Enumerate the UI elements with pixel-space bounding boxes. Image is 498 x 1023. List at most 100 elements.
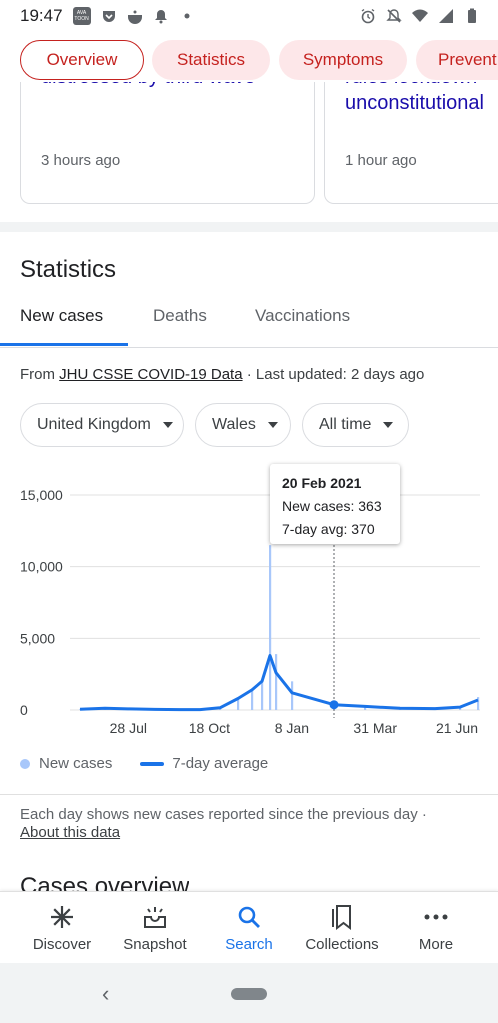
bookmark-icon [329,904,355,930]
news-headline: unconstitutional [345,92,484,114]
y-tick-label: 0 [20,702,28,718]
x-tick-label: 28 Jul [110,720,147,736]
y-tick-label: 15,000 [20,487,63,503]
wifi-icon [412,9,428,22]
x-axis-labels: 28 Jul 18 Oct 8 Jan 31 Mar 21 Jun [110,720,478,736]
section-divider [0,222,498,232]
about-data-link[interactable]: About this data [20,824,121,841]
y-tick-label: 10,000 [20,559,63,575]
new-cases-bar [275,654,278,710]
chip-statistics[interactable]: Statistics [152,40,270,80]
tooltip-average: 7-day avg: 370 [282,521,375,537]
topic-chips: Overview Statistics Symptoms Prevent [0,40,498,82]
notifications-off-icon [386,9,402,23]
bottom-navigation: Discover Snapshot Search Collections Mor… [0,891,498,963]
new-cases-legend-dot [20,758,30,769]
source-updated: · Last updated: 2 days ago [242,366,425,383]
status-bar: 19:47 AVA TOON [0,0,498,32]
battery-icon [468,8,476,23]
dropdown-caret-icon [383,422,394,428]
nav-label: More [418,936,454,953]
tab-vaccinations[interactable]: Vaccinations [255,306,351,325]
x-tick-label: 31 Mar [353,720,397,736]
nav-label: Search [225,936,273,953]
pocket-icon [102,11,115,22]
average-legend-line [140,761,165,766]
snapshot-tray-icon [142,904,168,930]
back-icon[interactable]: ‹ [102,981,110,1006]
hover-point [329,700,339,710]
new-cases-bar [251,689,254,710]
x-tick-label: 8 Jan [275,720,309,736]
divider [0,794,498,795]
nav-snapshot[interactable]: Snapshot [108,892,202,964]
source-link[interactable]: JHU CSSE COVID-19 Data [59,366,243,383]
new-cases-bar [269,545,272,710]
subregion-value: Wales [212,416,256,433]
status-time: 19:47 [20,6,63,25]
x-tick-label: 18 Oct [189,720,230,736]
tab-new-cases[interactable]: New cases [20,306,104,325]
news-card[interactable]: distressed by third wave 3 hours ago [20,82,315,204]
subregion-dropdown[interactable]: Wales [195,403,291,447]
chart-legend: New cases 7-day average [20,755,268,772]
nav-more[interactable]: More [389,892,483,964]
search-icon [236,904,262,930]
news-time: 1 hour ago [345,152,417,169]
x-tick-label: 21 Jun [436,720,478,736]
nav-discover[interactable]: Discover [15,892,109,964]
news-carousel: distressed by third wave 3 hours ago rul… [0,82,498,204]
alarm-bell-icon [154,10,167,24]
nav-label: Snapshot [123,936,187,953]
tooltip-date: 20 Feb 2021 [282,475,362,491]
y-axis-labels: 15,000 10,000 5,000 0 [20,487,63,718]
nav-search[interactable]: Search [202,892,296,964]
alarm-clock-icon [361,8,375,24]
statistics-tabs: New cases Deaths Vaccinations [0,296,498,348]
region-value: United Kingdom [37,416,151,433]
data-source-line: From JHU CSSE COVID-19 Data · Last updat… [20,366,424,383]
source-prefix: From [20,366,60,383]
legend-average: 7-day average [172,755,269,772]
new-cases-bar [237,698,240,710]
signal-icon [439,9,453,23]
news-headline: distressed by third wave [41,82,256,90]
note-separator: · [417,806,427,823]
dropdown-caret-icon [267,422,278,428]
y-tick-label: 5,000 [20,630,55,646]
legend-new-cases: New cases [39,755,113,772]
tab-deaths[interactable]: Deaths [153,306,207,325]
tooltip-new-cases: New cases: 363 [282,498,382,514]
nav-label: Collections [305,936,379,953]
cases-overview-heading: Cases overview [20,873,190,892]
ava-toon-icon: AVA TOON [72,7,91,25]
data-note: Each day shows new cases reported since … [20,806,480,842]
range-dropdown[interactable]: All time [302,403,409,447]
home-pill-icon[interactable] [231,988,267,1000]
asterisk-icon [49,904,75,930]
cases-chart[interactable]: 15,000 10,000 5,000 0 28 Jul 18 Oct 8 Jan 31 M… [0,455,498,745]
chart-tooltip: 20 Feb 2021 New cases: 363 7-day avg: 37… [270,464,400,544]
news-time: 3 hours ago [41,152,121,169]
region-dropdown[interactable]: United Kingdom [20,403,184,447]
news-headline: rules lockdown [345,82,477,90]
chip-overview[interactable]: Overview [20,40,144,80]
cooking-pot-icon [127,10,142,24]
nav-label: Discover [32,936,92,953]
news-card[interactable]: rules lockdown unconstitutional 1 hour a… [324,82,498,204]
system-navigation-bar: ‹ [0,963,498,1023]
new-cases-bar [477,697,480,710]
range-value: All time [319,416,372,433]
nav-collections[interactable]: Collections [295,892,389,964]
note-text: Each day shows new cases reported since … [20,806,418,823]
more-horiz-icon [423,904,449,930]
seven-day-average-line [79,654,479,712]
tab-indicator [0,343,128,346]
new-cases-bar [261,681,264,710]
dot-icon [184,13,190,19]
chip-symptoms[interactable]: Symptoms [279,40,407,80]
ava-toon-label: AVA TOON [74,10,89,22]
chip-prevention[interactable]: Prevent [416,40,498,80]
new-cases-bars [79,545,480,710]
statistics-title: Statistics [20,256,117,283]
